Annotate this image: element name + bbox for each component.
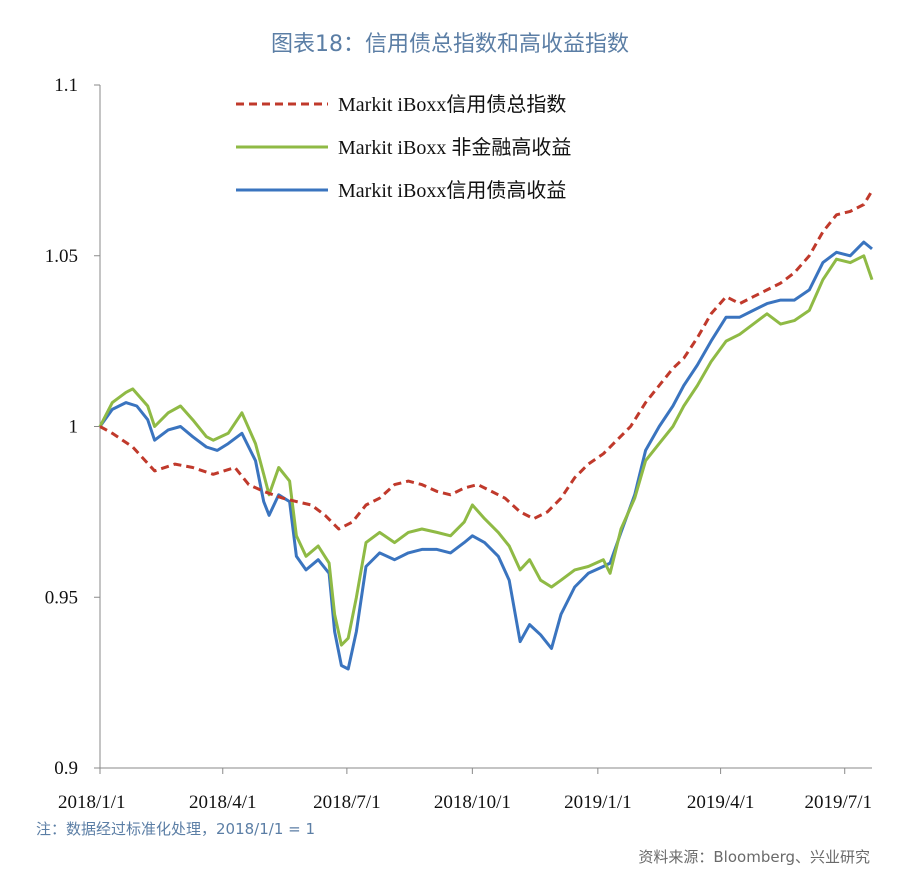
- series-layer: [98, 190, 874, 671]
- y-tick-label: 0.95: [45, 587, 78, 608]
- x-tick-label: 2018/4/1: [189, 792, 257, 813]
- series-line-0: [99, 190, 874, 531]
- chart-axes: 0.9 0.95 1 1.05 1.1 2018/1/1 2018/4/1 2018/7/1 2…: [45, 75, 872, 813]
- x-tick-label: 2019/4/1: [687, 792, 755, 813]
- y-tick-label: 1: [69, 417, 79, 438]
- y-tick-label: 1.1: [54, 75, 78, 96]
- x-tick-label: 2018/1/1: [58, 792, 126, 813]
- legend-label-1: Markit iBoxx 非金融高收益: [338, 136, 571, 159]
- x-tick-label: 2018/10/1: [434, 792, 511, 813]
- series-line-2: [98, 240, 873, 671]
- y-tick-label: 0.9: [54, 758, 78, 779]
- x-tick-label: 2019/7/1: [804, 792, 872, 813]
- series-line-1: [98, 254, 874, 647]
- chart-source: 资料来源：Bloomberg、兴业研究: [638, 848, 870, 866]
- x-tick-label: 2019/1/1: [564, 792, 632, 813]
- chart-title: 图表18：信用债总指数和高收益指数: [271, 32, 629, 57]
- chart-note: 注：数据经过标准化处理，2018/1/1 = 1: [36, 820, 316, 838]
- legend-label-0: Markit iBoxx信用债总指数: [338, 93, 566, 116]
- y-tick-label: 1.05: [45, 246, 78, 267]
- x-tick-label: 2018/7/1: [313, 792, 381, 813]
- chart-legend: Markit iBoxx信用债总指数 Markit iBoxx 非金融高收益 Mar…: [236, 93, 571, 202]
- legend-label-2: Markit iBoxx信用债高收益: [338, 179, 566, 202]
